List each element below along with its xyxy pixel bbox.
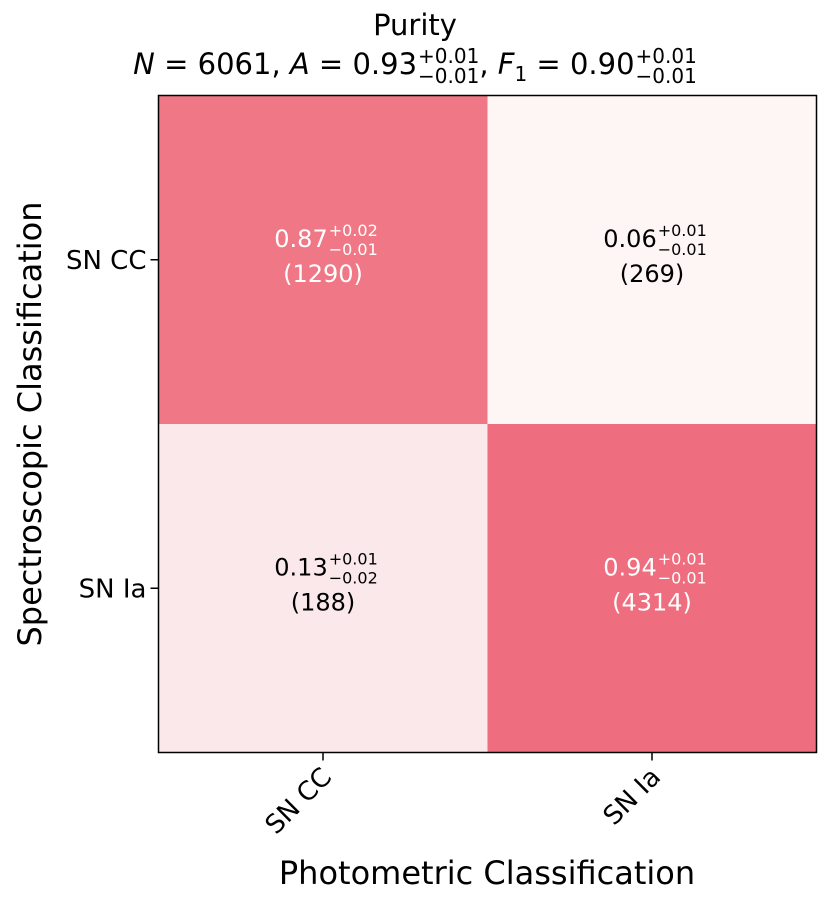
x-tick-label: SN CC	[260, 762, 338, 840]
cell-count-label: (188)	[291, 588, 356, 616]
cell-value-label: 0.06	[603, 225, 656, 253]
cell-plus-label: +0.02	[329, 221, 378, 240]
chart-subtitle: N = 6061, A = 0.93 +0.01 −0.01, F1 = 0.90 +…	[133, 44, 697, 88]
cell-plus-label: +0.01	[658, 549, 707, 568]
chart-title: Purity	[373, 8, 457, 42]
heatmap-cell	[487, 424, 817, 753]
cell-value-label: 0.13	[274, 553, 327, 581]
y-tick-label: SN CC	[66, 246, 147, 276]
subtitle-a-minus: −0.01	[418, 64, 480, 88]
cell-minus-label: −0.01	[329, 240, 378, 259]
cell-value-label: 0.94	[603, 553, 656, 581]
subtitle-f1-minus: −0.01	[635, 64, 697, 88]
x-tick-label: SN Ia	[598, 762, 667, 831]
cell-plus-label: +0.01	[658, 221, 707, 240]
y-axis-label: Spectroscopic Classification	[11, 201, 49, 646]
plot-frame	[157, 94, 818, 754]
x-axis-label: Photometric Classification	[279, 854, 695, 892]
subtitle-f1-value: 0.90	[569, 47, 635, 81]
cell-value-label: 0.87	[274, 225, 327, 253]
heatmap-cells: 0.87 +0.02−0.01(1290)0.06 +0.01−0.01(269)0…	[158, 95, 817, 753]
heatmap-cell	[487, 95, 817, 424]
subtitle-a-value: 0.93	[352, 47, 418, 81]
cell-count-label: (269)	[620, 260, 685, 288]
cell-count-label: (1290)	[283, 260, 363, 288]
y-tick-label: SN Ia	[79, 574, 147, 604]
subtitle-f1-plus: +0.01	[635, 44, 697, 68]
cell-count-label: (4314)	[612, 588, 692, 616]
cell-minus-label: −0.01	[658, 240, 707, 259]
subtitle-a-plus: +0.01	[418, 44, 480, 68]
subtitle-n-value: 6061	[197, 47, 272, 81]
cell-minus-label: −0.02	[329, 568, 378, 587]
cell-plus-label: +0.01	[329, 549, 378, 568]
heatmap-cell	[158, 424, 488, 753]
heatmap-cell	[158, 95, 488, 424]
cell-minus-label: −0.01	[658, 568, 707, 587]
